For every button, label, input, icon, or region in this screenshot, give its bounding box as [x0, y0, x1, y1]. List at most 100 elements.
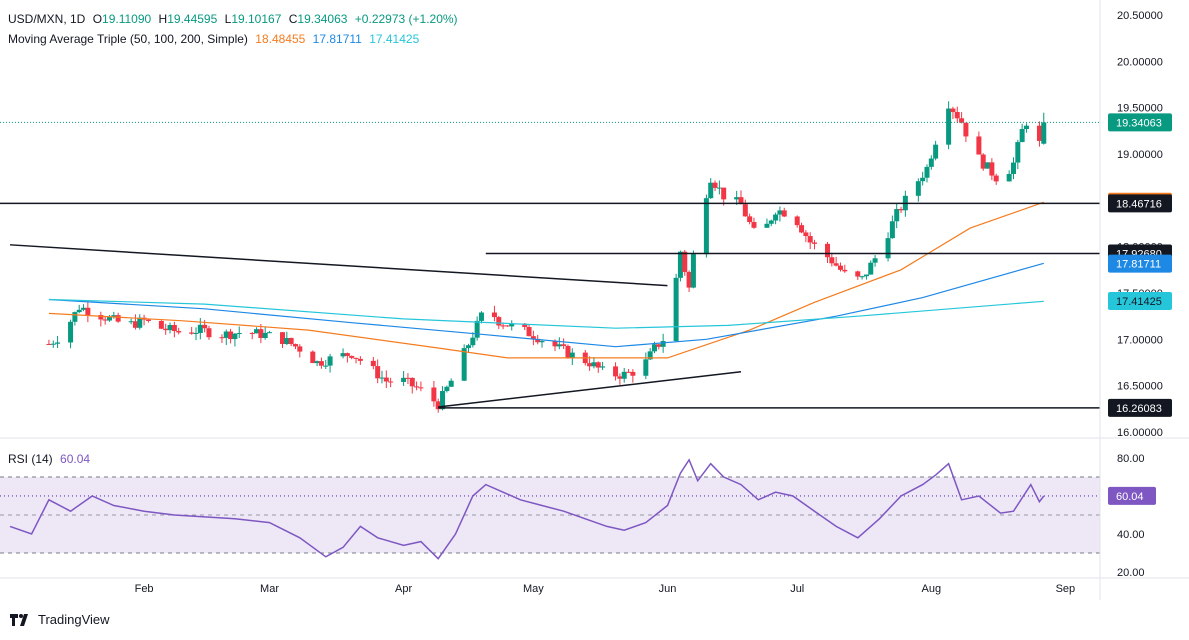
candle-body [1023, 125, 1029, 129]
candle-body [643, 359, 649, 376]
candle-body [863, 274, 869, 277]
candle-body [98, 314, 104, 320]
candle-body [383, 377, 389, 382]
candle-body [565, 345, 571, 358]
candle-body [461, 348, 467, 381]
candle-body [829, 257, 835, 264]
candle-body [807, 236, 813, 243]
tradingview-brand[interactable]: TradingView [10, 612, 110, 627]
price-badge [1108, 194, 1172, 213]
price-badge [1108, 113, 1172, 132]
ma100-line [48, 262, 1044, 348]
candle-body [167, 325, 173, 331]
candle-body [613, 366, 619, 377]
candle-body [621, 371, 627, 379]
candle-body [232, 333, 238, 340]
candle-body [197, 324, 203, 333]
candle-body [595, 362, 601, 368]
candle-body [812, 242, 818, 244]
candle-body [370, 360, 376, 367]
candle-body [915, 181, 921, 196]
candle-body [660, 341, 666, 347]
candle-body [440, 391, 446, 410]
candle-body [924, 166, 930, 178]
candle-body [712, 182, 718, 188]
candle-body [963, 122, 969, 137]
candle-body [747, 216, 753, 223]
ohlc-legend: USD/MXN, 1D O19.11090 H19.44595 L19.1016… [8, 12, 462, 26]
y-tick-label: 20.00000 [1117, 56, 1163, 68]
candle-body [855, 271, 861, 277]
rsi-badge [1108, 486, 1156, 505]
candle-body [496, 317, 502, 326]
candle-body [431, 387, 437, 402]
y-tick-label: 16.50000 [1117, 381, 1163, 393]
candle-body [478, 312, 484, 321]
candle-body [738, 197, 744, 205]
trendline [438, 371, 742, 408]
ma-legend: Moving Average Triple (50, 100, 200, Sim… [8, 32, 423, 46]
candle-body [959, 118, 965, 123]
candle-body [280, 332, 285, 344]
x-tick-label: Mar [260, 583, 279, 595]
candle-body [388, 381, 394, 383]
symbol-label: USD/MXN, 1D [8, 12, 86, 26]
candle-body [993, 175, 999, 182]
candle-body [72, 312, 78, 322]
candle-body [171, 325, 177, 332]
candle-body [985, 162, 991, 169]
candle-body [794, 216, 800, 226]
candle-body [768, 220, 774, 224]
candle-body [799, 225, 805, 233]
x-tick-label: Feb [135, 583, 154, 595]
candle-body [868, 262, 874, 275]
candle-body [539, 341, 545, 343]
rsi-label: RSI (14) [8, 452, 53, 466]
candle-body [81, 307, 87, 310]
candle-body [526, 327, 532, 337]
candle-body [569, 352, 575, 358]
candle-body [297, 346, 303, 352]
brand-name: TradingView [38, 612, 110, 627]
candle-body [920, 177, 926, 182]
candle-body [647, 351, 653, 360]
candle-body [1036, 125, 1042, 141]
rsi-plot [0, 458, 1100, 560]
open-value: 19.11090 [102, 12, 152, 26]
ma200-value: 17.41425 [369, 32, 420, 46]
candle-body [409, 377, 415, 387]
candle-body [176, 331, 182, 333]
price-badge-label: 19.34063 [1116, 117, 1162, 129]
low-value: 19.10167 [231, 12, 282, 26]
x-tick-label: Jun [659, 583, 677, 595]
candle-body [1010, 162, 1016, 174]
candle-body [448, 380, 454, 387]
candle-body [223, 331, 229, 338]
candle-body [323, 365, 329, 367]
candle-body [872, 258, 878, 263]
price-badge [1108, 291, 1172, 310]
y-tick-label: 16.00000 [1117, 427, 1163, 439]
candle-body [401, 377, 407, 382]
candle-body [556, 344, 562, 347]
candle-body [1015, 142, 1021, 163]
ma100-value: 17.81711 [312, 32, 362, 46]
candle-body [1019, 128, 1025, 143]
candle-body [703, 198, 709, 255]
candle-body [686, 271, 692, 288]
x-tick-label: Aug [922, 583, 942, 595]
y-tick-label: 17.00000 [1117, 334, 1163, 346]
candle-body [202, 324, 208, 329]
candle-body [132, 321, 138, 328]
candle-body [310, 351, 316, 364]
candle-body [764, 223, 770, 228]
candle-body [414, 386, 420, 388]
candle-body [46, 343, 52, 345]
candle-body [267, 332, 273, 334]
x-tick-label: Apr [395, 583, 412, 595]
candle-body [682, 251, 688, 272]
candle-body [504, 325, 510, 327]
price-badge-label: 16.26083 [1116, 403, 1162, 415]
candle-body [989, 162, 995, 176]
close-key: C [288, 12, 298, 26]
